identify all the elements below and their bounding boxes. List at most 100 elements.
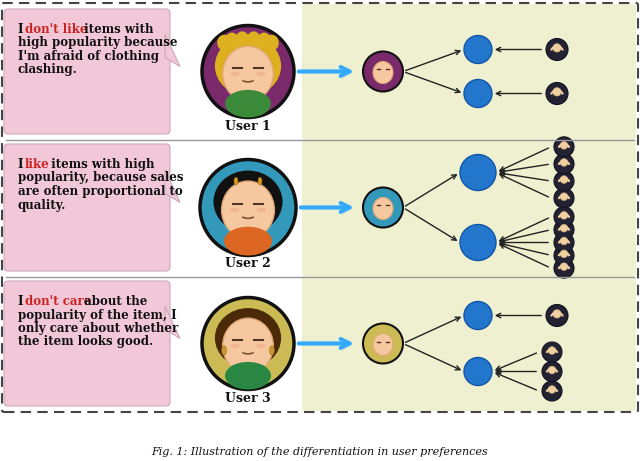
Circle shape	[542, 361, 562, 382]
Circle shape	[460, 154, 496, 190]
Circle shape	[548, 366, 556, 374]
Text: don't care: don't care	[25, 295, 92, 308]
Text: User 3: User 3	[225, 392, 271, 405]
Ellipse shape	[234, 177, 238, 185]
Ellipse shape	[217, 35, 231, 51]
Ellipse shape	[225, 33, 239, 49]
Circle shape	[560, 263, 568, 271]
Circle shape	[464, 35, 492, 64]
Circle shape	[560, 176, 568, 183]
Circle shape	[554, 188, 574, 208]
Text: popularity, because sales: popularity, because sales	[18, 171, 184, 184]
Circle shape	[553, 88, 561, 96]
Circle shape	[560, 250, 568, 258]
Text: Fig. 1: Illustration of the differentiation in user preferences: Fig. 1: Illustration of the differentiat…	[152, 447, 488, 457]
Circle shape	[363, 188, 403, 227]
Ellipse shape	[221, 181, 275, 239]
Text: I: I	[18, 158, 28, 171]
FancyBboxPatch shape	[4, 144, 170, 271]
Ellipse shape	[222, 346, 227, 355]
Text: only care about whether: only care about whether	[18, 322, 179, 335]
Circle shape	[554, 171, 574, 191]
Circle shape	[542, 342, 562, 362]
Text: about the: about the	[80, 295, 147, 308]
Circle shape	[546, 83, 568, 105]
FancyBboxPatch shape	[302, 276, 636, 411]
Text: I: I	[18, 295, 28, 308]
Circle shape	[554, 154, 574, 174]
Circle shape	[560, 193, 568, 201]
Ellipse shape	[373, 197, 393, 219]
Ellipse shape	[223, 46, 273, 101]
Circle shape	[560, 212, 568, 219]
Circle shape	[464, 301, 492, 330]
Text: clashing.: clashing.	[18, 64, 77, 77]
Text: high popularity because: high popularity because	[18, 36, 177, 49]
Circle shape	[554, 137, 574, 157]
Circle shape	[560, 142, 568, 149]
Circle shape	[363, 52, 403, 91]
Circle shape	[546, 305, 568, 326]
Circle shape	[546, 39, 568, 60]
Ellipse shape	[230, 71, 240, 76]
Ellipse shape	[214, 171, 283, 233]
Circle shape	[363, 324, 403, 364]
Ellipse shape	[247, 31, 260, 47]
Ellipse shape	[256, 71, 266, 76]
FancyBboxPatch shape	[4, 9, 170, 134]
Polygon shape	[165, 306, 180, 338]
Ellipse shape	[215, 308, 281, 368]
Ellipse shape	[257, 33, 271, 49]
Polygon shape	[165, 170, 180, 202]
Circle shape	[464, 79, 492, 107]
Ellipse shape	[373, 333, 393, 355]
Text: I'm afraid of clothing: I'm afraid of clothing	[18, 50, 159, 63]
Circle shape	[560, 225, 568, 232]
Circle shape	[554, 258, 574, 278]
Ellipse shape	[230, 343, 240, 348]
Circle shape	[202, 297, 294, 390]
Circle shape	[200, 160, 296, 255]
Ellipse shape	[225, 362, 271, 390]
Ellipse shape	[223, 318, 273, 373]
Ellipse shape	[236, 31, 249, 47]
Ellipse shape	[265, 35, 279, 51]
Ellipse shape	[230, 207, 239, 213]
Circle shape	[460, 225, 496, 260]
Circle shape	[542, 381, 562, 401]
Circle shape	[560, 159, 568, 166]
Circle shape	[548, 386, 556, 393]
Ellipse shape	[257, 207, 266, 213]
Polygon shape	[165, 34, 180, 66]
Text: User 1: User 1	[225, 120, 271, 133]
Ellipse shape	[225, 90, 271, 118]
Ellipse shape	[258, 177, 262, 185]
Circle shape	[553, 310, 561, 318]
Text: quality.: quality.	[18, 199, 67, 212]
Text: popularity of the item, I: popularity of the item, I	[18, 308, 177, 321]
Circle shape	[554, 245, 574, 266]
FancyBboxPatch shape	[302, 4, 636, 139]
Ellipse shape	[269, 346, 274, 355]
Text: like: like	[25, 158, 50, 171]
Ellipse shape	[373, 61, 393, 83]
Text: items with high: items with high	[47, 158, 154, 171]
Ellipse shape	[256, 343, 266, 348]
Circle shape	[548, 347, 556, 355]
Circle shape	[560, 237, 568, 245]
Ellipse shape	[224, 227, 272, 255]
Circle shape	[554, 232, 574, 253]
Text: User 2: User 2	[225, 257, 271, 270]
Text: are often proportional to: are often proportional to	[18, 185, 183, 198]
Circle shape	[554, 220, 574, 240]
FancyBboxPatch shape	[4, 281, 170, 406]
Text: don't like: don't like	[25, 23, 88, 36]
FancyBboxPatch shape	[302, 139, 636, 276]
Circle shape	[202, 25, 294, 118]
Ellipse shape	[215, 36, 281, 96]
Circle shape	[553, 44, 561, 52]
Text: items with: items with	[80, 23, 154, 36]
Text: the item looks good.: the item looks good.	[18, 336, 153, 349]
Text: I: I	[18, 23, 28, 36]
Circle shape	[464, 357, 492, 385]
